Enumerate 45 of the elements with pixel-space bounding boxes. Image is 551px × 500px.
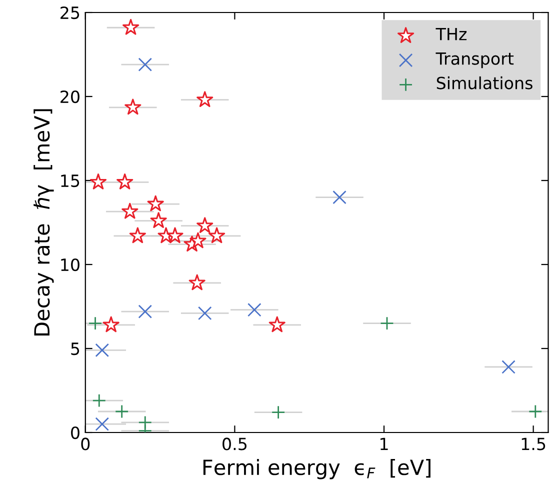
point — [528, 404, 542, 418]
y-axis-title: Decay rate ℏγ [meV] — [34, 109, 54, 336]
point — [92, 394, 106, 408]
point — [138, 304, 152, 318]
point — [129, 227, 146, 244]
point — [95, 417, 110, 432]
y-tick-label: 15 — [61, 174, 80, 188]
x-tick-label: 1 — [380, 438, 388, 450]
y-tick-label: 5 — [71, 342, 80, 356]
point — [190, 232, 206, 248]
point — [150, 212, 167, 228]
point — [138, 58, 152, 72]
point — [332, 190, 346, 204]
point — [188, 274, 206, 290]
x-axis-title: Fermi energy ϵ$_{F}$ [eV] — [203, 459, 430, 480]
point — [268, 316, 286, 332]
point — [122, 202, 138, 219]
point — [196, 91, 214, 108]
point — [380, 316, 394, 330]
point — [90, 174, 107, 190]
point — [248, 302, 262, 317]
y-tick-label: 20 — [60, 90, 80, 104]
point — [95, 343, 110, 358]
point — [166, 227, 184, 244]
point — [116, 174, 134, 190]
y-tick-label: 10 — [61, 258, 80, 272]
point — [114, 404, 129, 418]
point — [147, 195, 164, 212]
point — [271, 405, 286, 420]
point — [196, 217, 214, 234]
point — [124, 98, 142, 115]
point — [122, 18, 140, 35]
point — [88, 316, 102, 330]
x-tick-label: 0 — [81, 438, 90, 450]
y-tick-label: 25 — [60, 6, 80, 20]
legend-label: Transport — [436, 52, 514, 68]
legend-label: THz — [436, 28, 467, 40]
point — [502, 360, 516, 374]
point — [198, 306, 212, 320]
x-tick-label: 1.5 — [522, 438, 546, 450]
legend-label: Simulations — [436, 76, 532, 90]
point — [208, 227, 226, 244]
point — [102, 316, 120, 332]
y-tick-label: 0 — [71, 426, 80, 440]
x-tick-label: 0.5 — [222, 438, 247, 450]
